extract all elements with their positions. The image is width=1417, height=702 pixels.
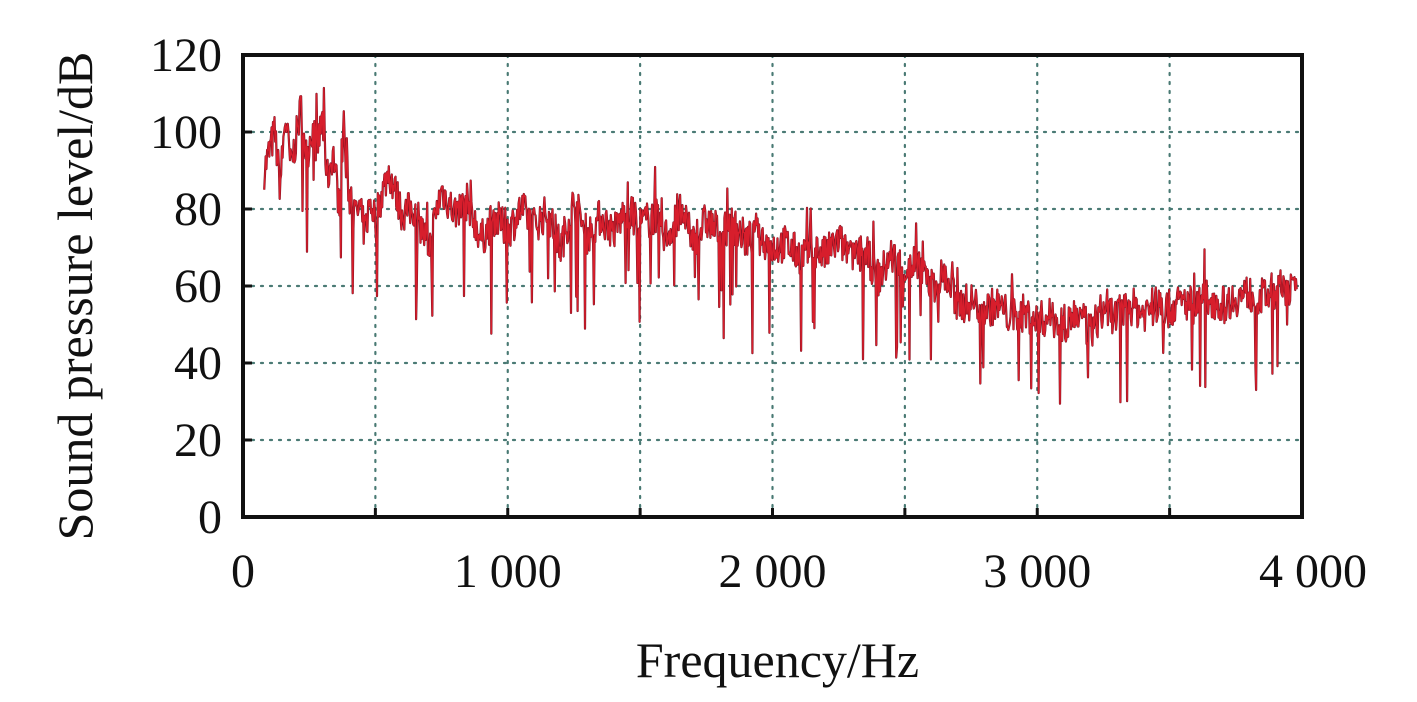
x-tick-label: 4 000 bbox=[1259, 545, 1367, 598]
x-tick-label: 3 000 bbox=[983, 545, 1091, 598]
x-tick-label: 2 000 bbox=[719, 545, 827, 598]
x-tick-label: 1 000 bbox=[454, 545, 562, 598]
grid-layer bbox=[241, 53, 1304, 519]
series-layer bbox=[263, 86, 1298, 405]
tick-layer: 0 1 000 2 000 3 000 4 000 0 20 40 60 80 100 120 bbox=[150, 29, 1367, 598]
y-tick-label: 60 bbox=[174, 260, 222, 313]
x-axis-title: Frequency/Hz bbox=[636, 632, 919, 688]
y-tick-label: 80 bbox=[174, 183, 222, 236]
x-tick-label: 0 bbox=[231, 545, 255, 598]
y-tick-label: 20 bbox=[174, 414, 222, 467]
y-tick-label: 100 bbox=[150, 106, 222, 159]
y-axis-title: Sound pressure level/dB bbox=[47, 52, 103, 541]
y-tick-label: 120 bbox=[150, 29, 222, 82]
y-tick-label: 40 bbox=[174, 337, 222, 390]
series-trace bbox=[263, 87, 1298, 405]
y-tick-label: 0 bbox=[198, 491, 222, 544]
